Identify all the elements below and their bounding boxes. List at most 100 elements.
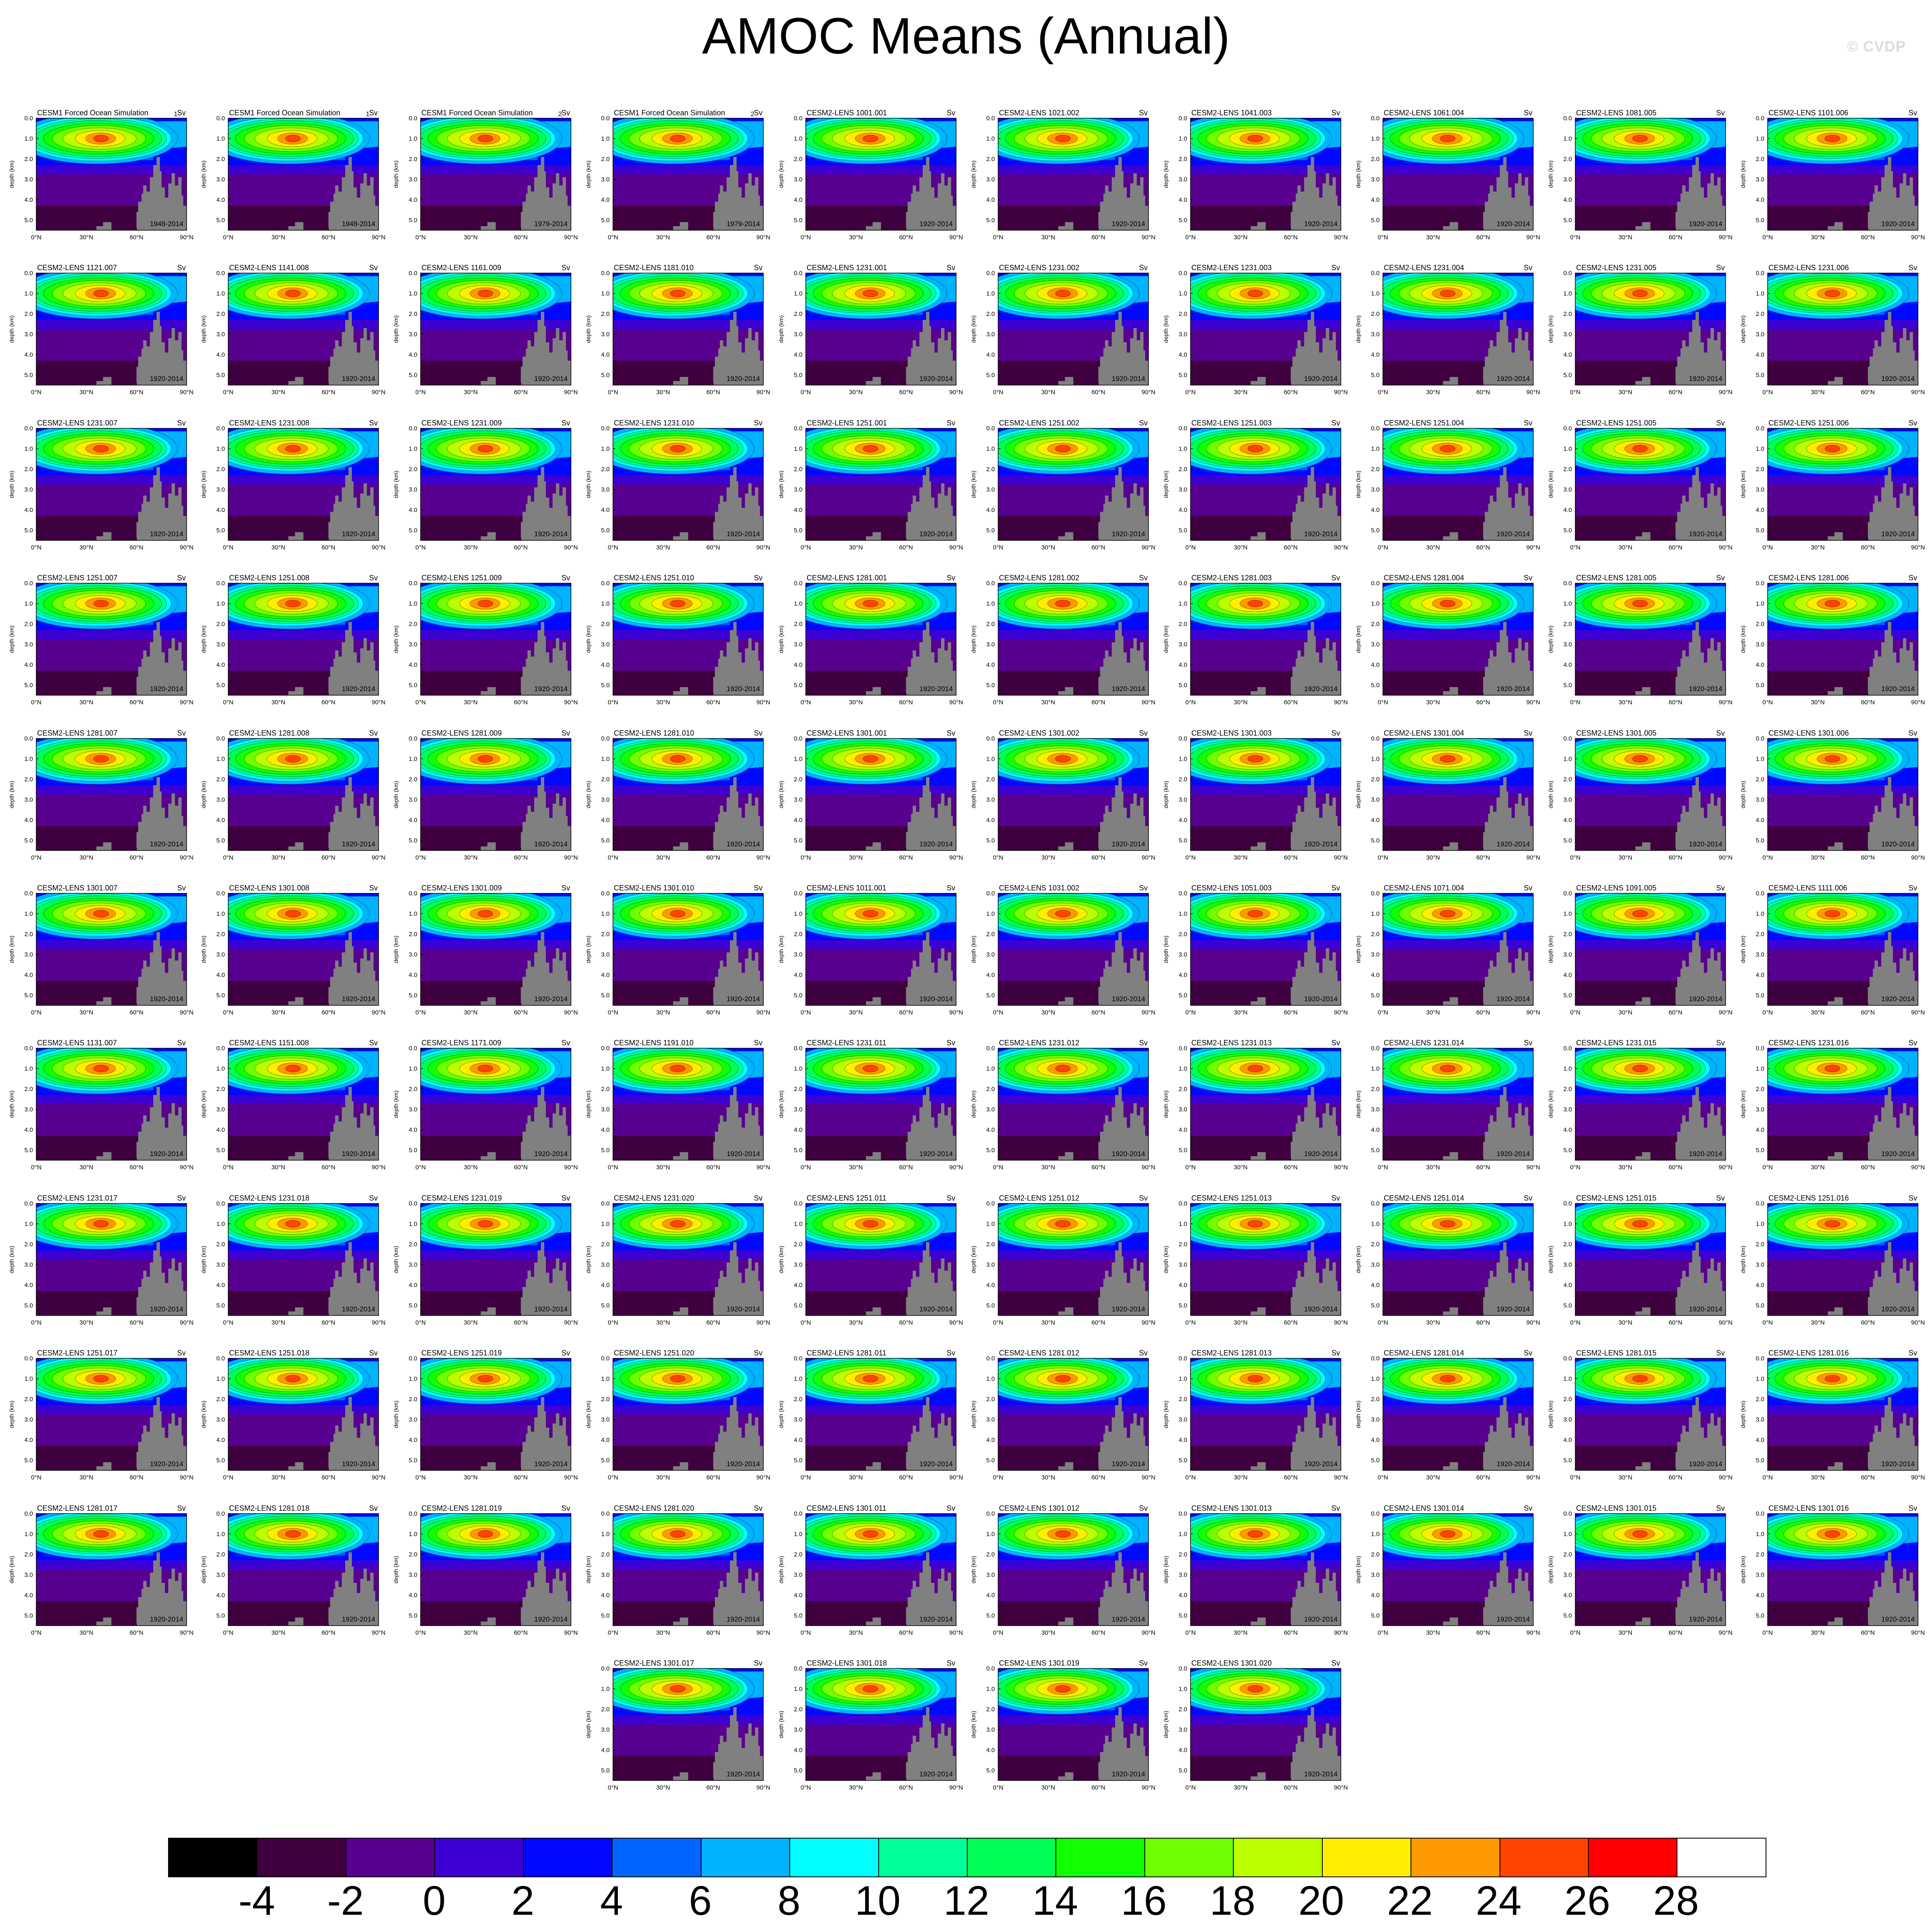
x-tick-label: 60°N <box>1476 1164 1490 1171</box>
y-tick-label: 1.0 <box>1756 1220 1764 1227</box>
x-tick-label: 0°N <box>1762 1164 1773 1171</box>
y-tick-label: 1.0 <box>601 445 610 452</box>
panel-title: CESM2-LENS 1301.012 <box>999 1504 1079 1512</box>
panel-units: Sv <box>1524 264 1532 272</box>
panel-years: 1920-2014 <box>150 840 183 848</box>
y-tick-label: 0.0 <box>409 270 417 277</box>
bathymetry-mask <box>1251 222 1266 230</box>
y-tick-label: 4.0 <box>409 351 417 358</box>
bathymetry-mask <box>1443 1617 1458 1626</box>
y-axis-label: depth (km) <box>8 1556 15 1584</box>
y-tick-label: 3.0 <box>216 331 225 338</box>
bathymetry-mask <box>96 222 112 230</box>
y-tick-label: 4.0 <box>1756 196 1764 203</box>
panel-years: 1920-2014 <box>919 685 953 693</box>
x-tick-label: 60°N <box>1476 1474 1490 1481</box>
y-tick-label: 5.0 <box>794 682 802 689</box>
panel-title: CESM2-LENS 1301.009 <box>421 884 502 892</box>
x-tick-label: 0°N <box>800 389 811 396</box>
y-tick-label: 5.0 <box>601 372 610 379</box>
panel-units: Sv <box>369 1504 378 1512</box>
panel-years: 1920-2014 <box>342 1615 375 1623</box>
y-tick-label: 2.0 <box>1563 156 1572 163</box>
panel-units: Sv <box>561 1504 570 1512</box>
y-tick-label: 1.0 <box>1563 1220 1572 1227</box>
panel-units: Sv <box>1139 884 1148 892</box>
y-tick-label: 3.0 <box>1371 641 1380 648</box>
y-tick-label: 0.0 <box>216 1200 225 1207</box>
plot-frame <box>1190 893 1341 1006</box>
x-tick-label: 0°N <box>1762 1474 1773 1481</box>
contour-level <box>1824 755 1840 763</box>
y-tick-label: 1.0 <box>601 600 610 607</box>
y-tick-label: 4.0 <box>1756 661 1764 668</box>
y-tick-label: 2.0 <box>24 931 33 938</box>
contour-level <box>670 1685 685 1693</box>
panel-units: Sv <box>1909 264 1917 272</box>
y-tick-label: 3.0 <box>601 641 610 648</box>
panel-years: 1920-2014 <box>1881 530 1915 538</box>
bathymetry-mask <box>96 1617 112 1626</box>
x-tick-label: 0°N <box>1378 1629 1388 1636</box>
y-axis-label: depth (km) <box>8 471 15 498</box>
y-tick-label: 0.0 <box>986 425 995 432</box>
y-tick-label: 1.0 <box>601 1220 610 1227</box>
y-tick-label: 2.0 <box>1563 1241 1572 1248</box>
bathymetry-mask <box>521 622 571 695</box>
y-tick-label: 5.0 <box>794 992 802 999</box>
y-tick-label: 1.0 <box>1179 1685 1187 1692</box>
panel-units: Sv <box>177 1194 186 1202</box>
contour-level <box>1632 1530 1648 1538</box>
bathymetry-mask <box>1483 311 1533 385</box>
x-tick-label: 60°N <box>1284 1164 1298 1171</box>
y-tick-label: 3.0 <box>601 1571 610 1578</box>
y-tick-label: 1.0 <box>216 755 225 762</box>
y-axis-label: depth (km) <box>778 626 784 653</box>
x-tick-label: 30°N <box>1041 1784 1055 1791</box>
y-tick-label: 5.0 <box>601 1457 610 1464</box>
y-tick-label: 2.0 <box>1179 1706 1187 1713</box>
x-tick-label: 30°N <box>1426 854 1440 861</box>
bathymetry-mask <box>1675 1552 1726 1626</box>
x-tick-label: 60°N <box>1092 234 1106 241</box>
contour-level <box>670 1065 685 1072</box>
y-tick-label: 4.0 <box>1179 817 1187 824</box>
colorbar-box <box>1677 1839 1766 1876</box>
y-tick-label: 1.0 <box>986 755 995 762</box>
y-tick-label: 0.0 <box>1563 1355 1572 1362</box>
x-tick-label: 0°N <box>800 699 811 706</box>
bathymetry-mask <box>1635 842 1651 851</box>
panel-units: Sv <box>177 1039 186 1047</box>
x-tick-label: 0°N <box>1185 854 1195 861</box>
x-tick-label: 90°N <box>756 1629 770 1636</box>
panel-units: Sv <box>1909 1504 1917 1512</box>
y-tick-label: 4.0 <box>216 1592 225 1599</box>
y-tick-label: 5.0 <box>1756 217 1764 224</box>
x-tick-label: 30°N <box>656 1319 670 1326</box>
y-tick-label: 2.0 <box>986 1551 995 1558</box>
y-axis-label: depth (km) <box>393 1091 399 1118</box>
panel-units: Sv <box>1716 1194 1725 1202</box>
panel-units: Sv <box>754 1349 763 1357</box>
panel-title: CESM2-LENS 1281.009 <box>421 729 502 737</box>
x-tick-label: 0°N <box>1570 389 1580 396</box>
y-tick-label: 2.0 <box>1563 776 1572 783</box>
panel-title: CESM2-LENS 1281.008 <box>229 729 309 737</box>
y-tick-label: 0.0 <box>1179 580 1187 587</box>
contour-level <box>1055 1685 1071 1693</box>
y-tick-label: 2.0 <box>601 156 610 163</box>
y-axis-label: depth (km) <box>393 781 399 808</box>
y-tick-label: 4.0 <box>794 817 802 824</box>
contour-level <box>1055 910 1071 918</box>
contour-level <box>1824 910 1840 918</box>
y-tick-label: 2.0 <box>24 1241 33 1248</box>
y-tick-label: 5.0 <box>1563 372 1572 379</box>
